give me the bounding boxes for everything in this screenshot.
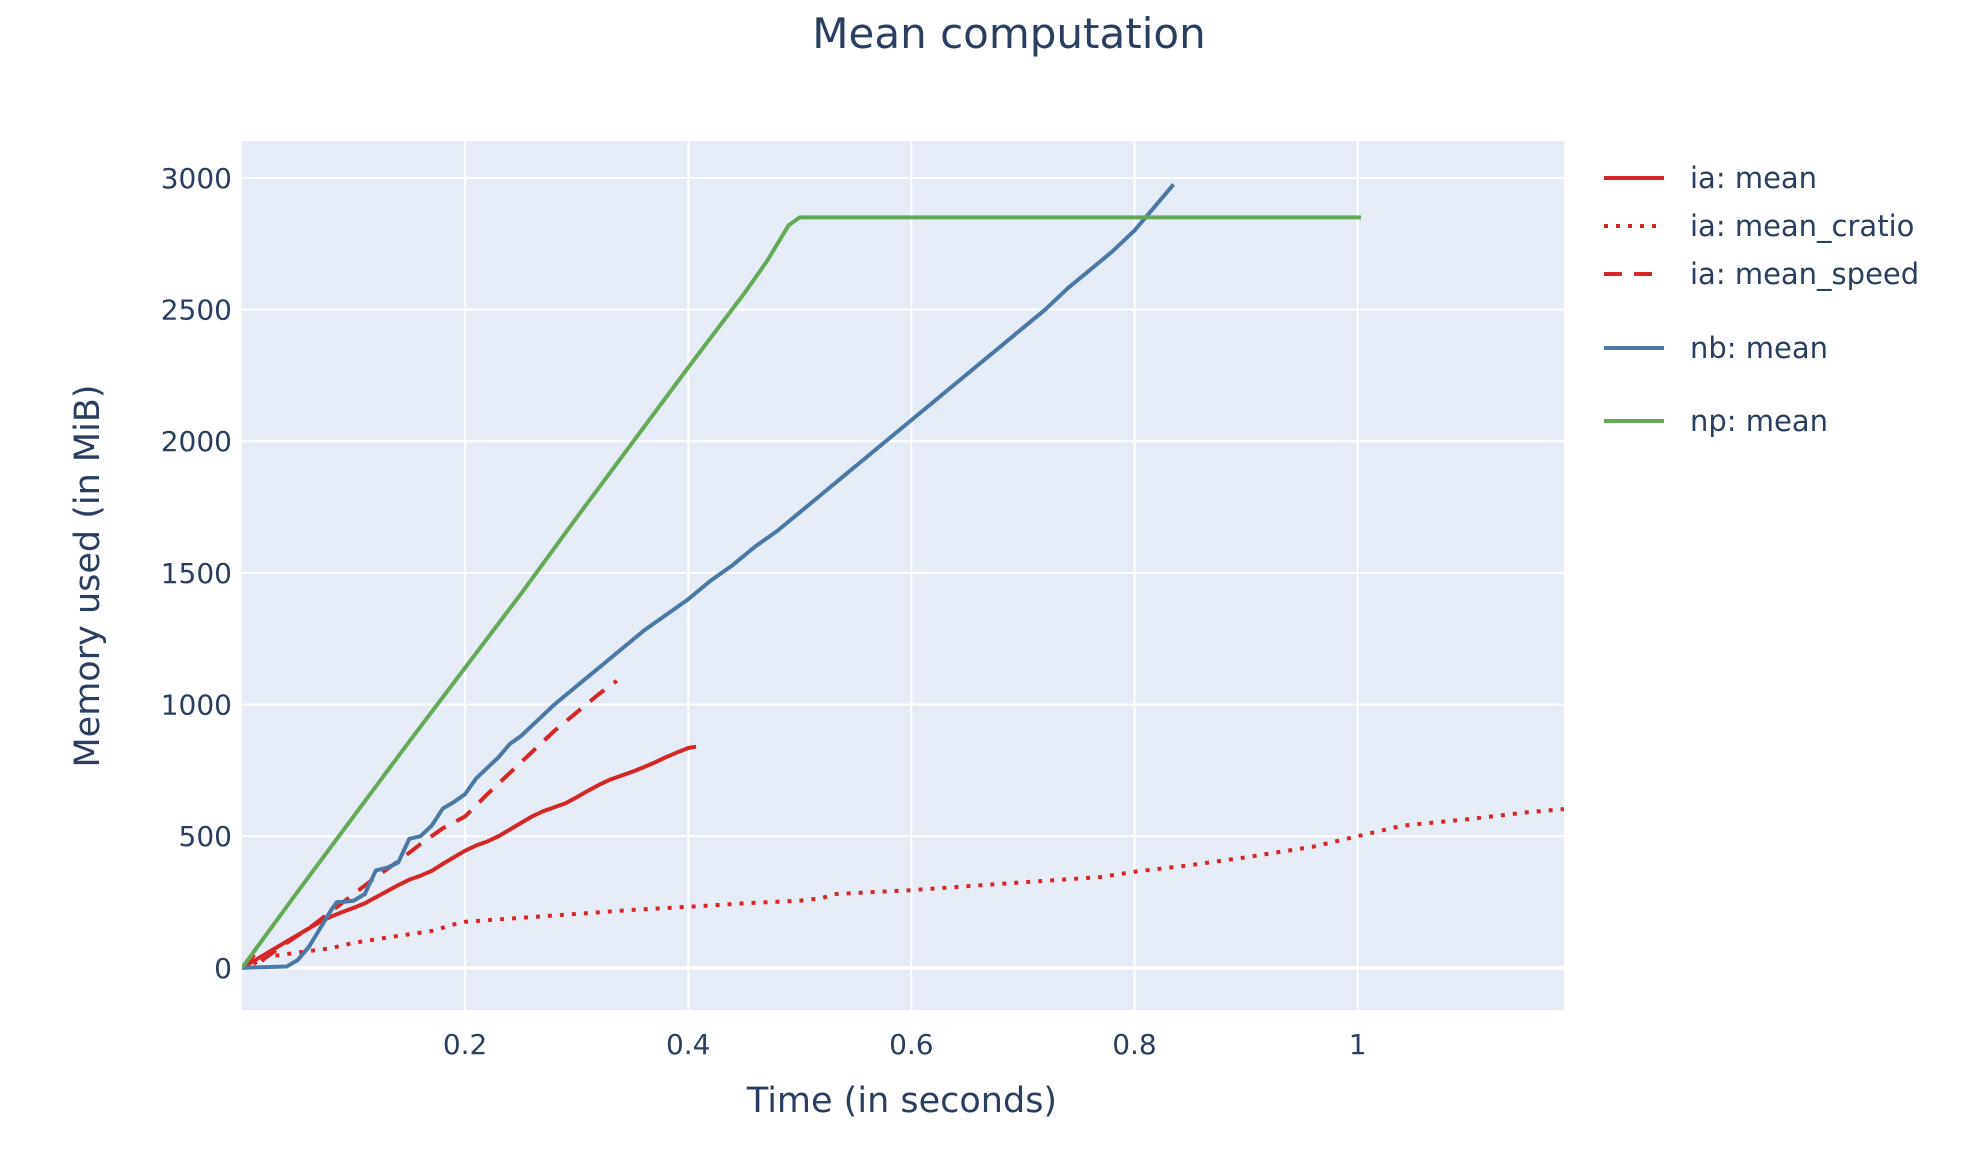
legend-label: ia: mean_speed — [1690, 257, 1919, 291]
x-axis-title: Time (in seconds) — [746, 1081, 1057, 1121]
y-tick-label: 2500 — [161, 294, 232, 327]
x-tick-label: 1 — [1349, 1028, 1367, 1061]
y-axis-title: Memory used (in MiB) — [68, 384, 108, 767]
series-line-ia-mean-cratio — [242, 807, 1564, 970]
plot-area — [242, 141, 1564, 1010]
legend-item[interactable]: ia: mean — [1604, 161, 1817, 195]
legend-item[interactable]: nb: mean — [1604, 331, 1828, 365]
series-line-nb-mean — [242, 183, 1176, 970]
y-tick-label: 2000 — [161, 425, 232, 458]
legend-label: ia: mean_cratio — [1690, 209, 1914, 243]
legend-item[interactable]: ia: mean_speed — [1604, 257, 1919, 291]
legend[interactable]: ia: mean ia: mean_cratio ia: mean_speed nb:… — [1604, 161, 1919, 438]
series-line-ia-mean — [242, 744, 697, 970]
legend-label: nb: mean — [1690, 331, 1828, 365]
legend-label: ia: mean — [1690, 161, 1817, 195]
y-tick-label: 0 — [214, 952, 232, 985]
legend-item[interactable]: ia: mean_cratio — [1604, 209, 1914, 243]
x-tick-label: 0.6 — [889, 1028, 934, 1061]
series-lines — [242, 183, 1564, 970]
legend-item[interactable]: np: mean — [1604, 404, 1828, 438]
chart-title: Mean computation — [812, 9, 1205, 58]
y-axis-ticks: 0 500 1000 1500 2000 2500 3000 — [161, 162, 232, 985]
y-tick-label: 500 — [179, 820, 232, 853]
y-tick-label: 3000 — [161, 162, 232, 195]
x-tick-label: 0.8 — [1112, 1028, 1157, 1061]
series-line-ia-mean-speed — [242, 679, 619, 970]
x-tick-label: 0.4 — [666, 1028, 711, 1061]
grid-lines — [242, 141, 1564, 1010]
y-tick-label: 1000 — [161, 689, 232, 722]
x-axis-ticks: 0.2 0.4 0.6 0.8 1 — [443, 1028, 1367, 1061]
x-tick-label: 0.2 — [443, 1028, 488, 1061]
series-line-np-mean — [242, 215, 1361, 970]
y-tick-label: 1500 — [161, 557, 232, 590]
legend-label: np: mean — [1690, 404, 1828, 438]
